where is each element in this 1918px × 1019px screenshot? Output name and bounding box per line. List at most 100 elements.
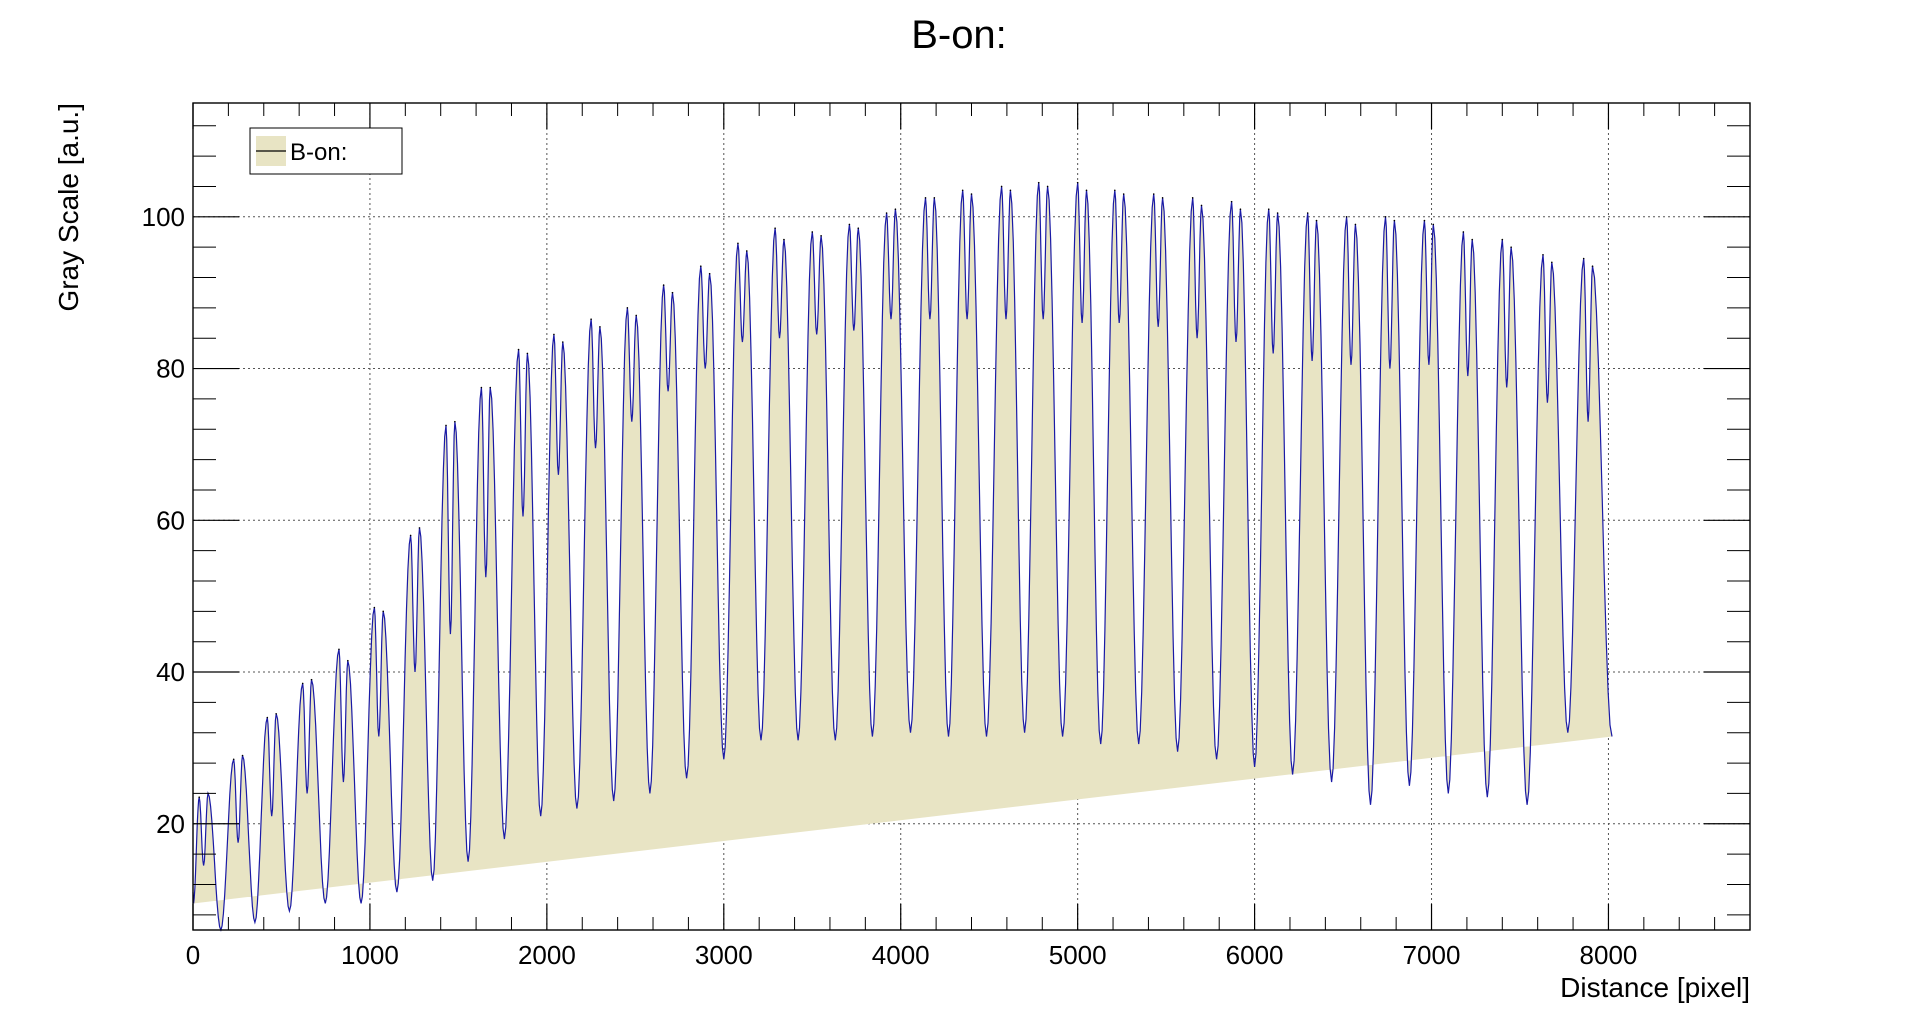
x-tick-label: 0 bbox=[186, 940, 200, 970]
peak-point bbox=[275, 712, 277, 715]
peak-point bbox=[409, 534, 412, 537]
peak-point bbox=[1345, 216, 1348, 218]
peak-point bbox=[561, 341, 564, 343]
peak-point bbox=[338, 648, 340, 651]
peak-point bbox=[310, 678, 313, 681]
peak-point bbox=[774, 227, 776, 229]
peak-point bbox=[737, 242, 739, 245]
peak-point bbox=[1542, 253, 1544, 256]
y-tick-label: 60 bbox=[156, 505, 185, 535]
y-tick-label: 20 bbox=[156, 809, 185, 839]
peak-point bbox=[820, 234, 822, 237]
peak-point bbox=[708, 272, 711, 275]
peak-point bbox=[1000, 185, 1003, 188]
peak-point bbox=[1471, 238, 1474, 241]
y-tick-label: 40 bbox=[156, 657, 185, 687]
peak-point bbox=[1315, 219, 1318, 222]
peak-point bbox=[373, 606, 376, 609]
peak-point bbox=[671, 291, 674, 294]
peak-point bbox=[1510, 246, 1512, 248]
legend: B-on: bbox=[249, 127, 403, 175]
peak-point bbox=[590, 318, 592, 321]
y-tick-label: 80 bbox=[156, 354, 185, 384]
peak-point bbox=[961, 189, 964, 192]
plot-area bbox=[192, 181, 1613, 932]
peak-point bbox=[1267, 208, 1270, 211]
x-tick-label: 7000 bbox=[1403, 940, 1461, 970]
peak-point bbox=[1384, 216, 1387, 218]
y-axis-title: Gray Scale [a.u.] bbox=[53, 103, 84, 312]
peak-point bbox=[970, 193, 973, 195]
peak-point bbox=[924, 197, 927, 199]
peak-point bbox=[1354, 223, 1357, 226]
x-tick-label: 3000 bbox=[695, 940, 753, 970]
peak-point bbox=[745, 250, 748, 252]
peak-point bbox=[1551, 261, 1553, 264]
peak-point bbox=[1582, 257, 1585, 260]
peak-point bbox=[662, 284, 665, 286]
peak-point bbox=[480, 386, 483, 389]
peak-point bbox=[1306, 212, 1309, 214]
x-tick-label: 5000 bbox=[1049, 940, 1107, 970]
peak-point bbox=[445, 424, 447, 427]
peak-point bbox=[885, 212, 888, 214]
peak-point bbox=[347, 659, 349, 662]
tick-labels: 0 1000 2000 3000 4000 5000 6000 7000 8000 20 40 60 8… bbox=[142, 202, 1638, 970]
x-tick-label: 1000 bbox=[341, 940, 399, 970]
peak-point bbox=[517, 348, 520, 351]
peak-point bbox=[232, 758, 235, 761]
peak-point bbox=[489, 386, 492, 389]
peak-point bbox=[1076, 181, 1079, 184]
peak-point bbox=[1046, 185, 1049, 188]
legend-box bbox=[249, 127, 403, 175]
series-line bbox=[192, 182, 1613, 932]
peak-point bbox=[635, 314, 638, 317]
peak-point bbox=[783, 238, 785, 241]
peak-point bbox=[1423, 219, 1426, 222]
peak-point bbox=[382, 610, 385, 613]
x-tick-label: 4000 bbox=[872, 940, 930, 970]
peak-point bbox=[1432, 223, 1435, 226]
peak-point bbox=[933, 197, 936, 199]
peak-point bbox=[848, 223, 851, 226]
peak-point bbox=[1114, 189, 1116, 192]
peak-point bbox=[553, 333, 555, 336]
peak-point bbox=[1462, 231, 1465, 233]
peak-point bbox=[301, 682, 304, 685]
peak-point bbox=[1122, 193, 1125, 195]
peak-point bbox=[1591, 265, 1594, 267]
peak-point bbox=[811, 231, 814, 233]
peak-point bbox=[1393, 219, 1396, 222]
chart-title: B-on: bbox=[911, 13, 1007, 57]
peak-point bbox=[1230, 200, 1233, 203]
peak-point bbox=[1085, 189, 1088, 192]
x-tick-label: 8000 bbox=[1580, 940, 1638, 970]
peak-point bbox=[1191, 197, 1194, 199]
x-tick-label: 2000 bbox=[518, 940, 576, 970]
series-fill bbox=[193, 182, 1612, 930]
peak-point bbox=[1037, 181, 1040, 184]
peak-point bbox=[894, 208, 897, 211]
peak-point bbox=[1276, 212, 1279, 214]
peak-point bbox=[1161, 197, 1164, 199]
peak-point bbox=[1200, 204, 1203, 207]
peak-point bbox=[699, 265, 702, 267]
peak-point bbox=[526, 352, 529, 355]
x-tick-label: 6000 bbox=[1226, 940, 1284, 970]
peak-point bbox=[1239, 208, 1242, 211]
peak-point bbox=[1009, 189, 1012, 192]
peak-point bbox=[418, 527, 421, 529]
axis-ticks bbox=[192, 103, 1750, 930]
peak-point bbox=[266, 716, 269, 719]
x-axis-title: Distance [pixel] bbox=[1560, 972, 1750, 1003]
peak-point bbox=[599, 326, 601, 328]
peak-point bbox=[454, 420, 456, 423]
peak-point bbox=[857, 227, 860, 229]
legend-entry: B-on: bbox=[290, 139, 347, 166]
peak-point bbox=[1501, 238, 1504, 241]
peak-point bbox=[626, 307, 629, 309]
peak-point bbox=[1152, 193, 1155, 195]
peak-point bbox=[241, 754, 244, 757]
peak-point bbox=[198, 796, 200, 799]
